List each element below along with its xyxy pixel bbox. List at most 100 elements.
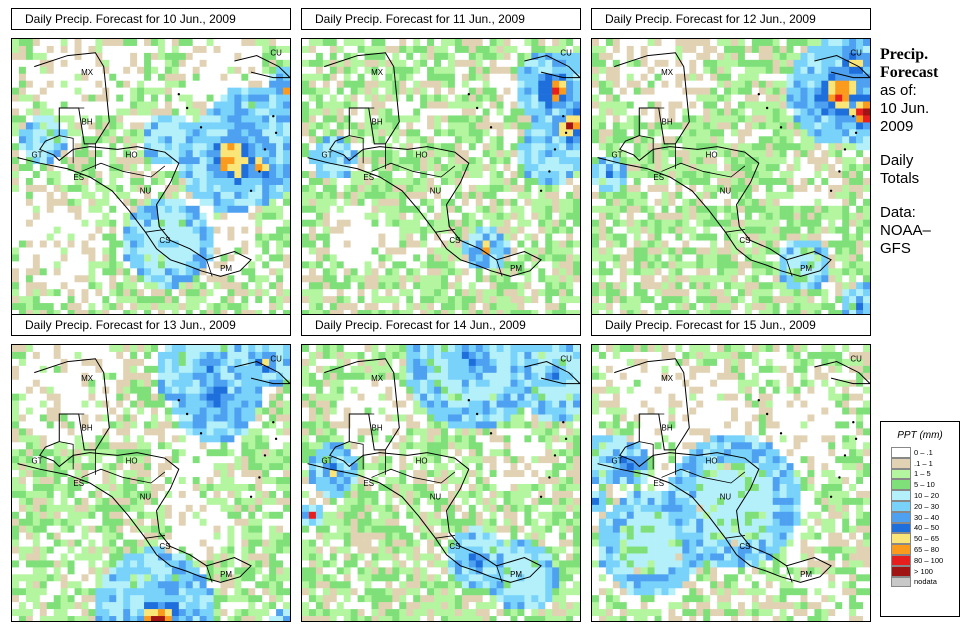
precip-cell <box>413 219 421 227</box>
precip-cell <box>137 233 145 241</box>
precip-cell <box>612 73 621 81</box>
precip-cell <box>95 358 103 367</box>
precip-cell <box>178 143 187 151</box>
precip-cell <box>74 164 82 172</box>
precip-cell <box>192 115 200 123</box>
precip-cell <box>192 268 200 276</box>
precip-cell <box>399 240 407 248</box>
precip-cell <box>343 129 351 137</box>
precip-cell <box>765 108 773 116</box>
precip-cell <box>343 164 351 172</box>
precip-cell <box>220 171 228 179</box>
precip-cell <box>185 87 193 95</box>
precip-cell <box>364 184 372 193</box>
precip-cell <box>682 240 690 248</box>
precip-cell <box>772 45 780 54</box>
precip-cell <box>696 247 704 255</box>
precip-cell <box>559 45 567 54</box>
precip-cell <box>779 191 787 200</box>
precip-cell <box>717 59 725 68</box>
precip-cell <box>95 136 103 144</box>
precip-cell <box>364 115 372 123</box>
precip-cell <box>385 94 393 102</box>
precip-cell <box>18 143 27 151</box>
precip-cell <box>67 157 75 165</box>
precip-cell <box>413 226 421 234</box>
precip-cell <box>475 108 483 116</box>
precip-cell <box>524 39 532 47</box>
precip-cell <box>461 59 470 68</box>
precip-cell <box>67 177 75 186</box>
precip-cell <box>157 45 166 54</box>
precip-cell <box>67 247 75 255</box>
precip-cell <box>737 157 746 165</box>
precip-cell <box>302 171 310 179</box>
precip-cell <box>88 52 96 61</box>
precip-cell <box>605 45 614 54</box>
precip-cell <box>171 303 180 311</box>
precip-cell <box>25 275 34 283</box>
precip-cell <box>724 45 732 54</box>
precip-cell <box>315 52 324 61</box>
precip-cell <box>842 184 850 193</box>
precip-cell <box>793 73 801 81</box>
precip-cell <box>821 45 829 54</box>
precip-cell <box>18 247 27 255</box>
precip-cell <box>863 226 870 234</box>
precip-cell <box>206 345 214 353</box>
precip-cell <box>220 45 228 54</box>
precip-cell <box>573 108 580 116</box>
precip-cell <box>654 94 662 102</box>
precip-cell <box>157 184 166 193</box>
precip-cell <box>538 80 546 88</box>
precip-cell <box>598 310 607 315</box>
precip-cell <box>566 94 574 102</box>
precip-cell <box>308 296 317 304</box>
precip-cell <box>385 115 393 123</box>
precip-cell <box>371 87 379 95</box>
precip-cell <box>350 205 358 214</box>
precip-cell <box>828 39 836 47</box>
precip-cell <box>88 212 96 220</box>
precip-cell <box>18 345 27 353</box>
precip-cell <box>441 66 449 75</box>
precip-cell <box>95 247 103 255</box>
precip-cell <box>123 184 131 193</box>
precip-cell <box>32 115 41 123</box>
precip-cell <box>765 129 773 137</box>
precip-cell <box>496 184 504 193</box>
precip-cell <box>503 136 511 144</box>
precip-cell <box>46 66 55 75</box>
precip-cell <box>392 212 400 220</box>
precip-cell <box>123 254 131 262</box>
precip-cell <box>842 87 850 95</box>
precip-cell <box>654 136 662 144</box>
precip-cell <box>199 345 207 353</box>
precip-cell <box>779 73 787 81</box>
precip-cell <box>447 157 456 165</box>
precip-cell <box>724 226 732 234</box>
precip-cell <box>206 198 214 207</box>
precip-cell <box>633 198 641 207</box>
precip-cell <box>185 39 193 47</box>
precip-cell <box>675 150 683 158</box>
precip-cell <box>605 129 614 137</box>
precip-cell <box>151 108 159 116</box>
precip-cell <box>482 164 490 172</box>
precip-cell <box>800 157 808 165</box>
precip-cell <box>842 226 850 234</box>
precip-cell <box>406 303 414 311</box>
precip-cell <box>475 289 483 297</box>
precip-cell <box>32 275 41 283</box>
precip-cell <box>25 177 34 186</box>
precip-cell <box>81 115 89 123</box>
precip-cell <box>807 94 815 102</box>
precip-cell <box>420 289 428 297</box>
precip-cell <box>364 205 372 214</box>
precip-cell <box>800 177 808 186</box>
precip-cell <box>25 171 34 179</box>
precip-cell <box>315 177 324 186</box>
precip-cell <box>137 73 145 81</box>
precip-cell <box>32 52 41 61</box>
precip-cell <box>545 108 553 116</box>
